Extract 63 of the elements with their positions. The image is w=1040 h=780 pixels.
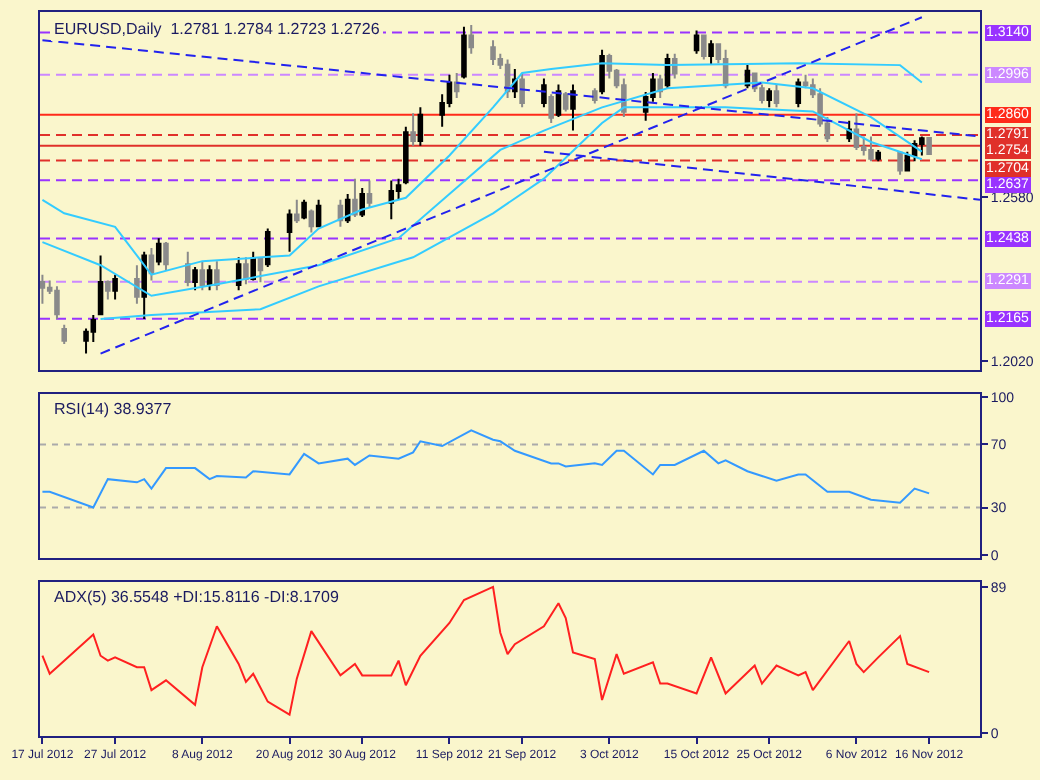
candlestick	[926, 136, 932, 156]
candlestick	[766, 87, 772, 109]
line-series	[99, 106, 923, 320]
candlestick	[802, 73, 809, 90]
candlestick	[853, 112, 860, 151]
candlestick	[453, 72, 460, 99]
candlestick	[192, 266, 198, 292]
candlestick	[868, 135, 874, 163]
candlestick	[359, 187, 365, 219]
line-series	[41, 585, 931, 716]
candlestick	[919, 135, 925, 157]
candlestick	[134, 264, 140, 305]
candlestick	[308, 208, 315, 234]
candlestick	[155, 237, 162, 267]
candlestick	[264, 227, 271, 268]
candlestick	[40, 273, 46, 305]
candlestick	[875, 148, 882, 163]
candlestick	[97, 254, 104, 317]
candlestick	[599, 48, 605, 96]
candlestick	[410, 112, 416, 147]
candlestick	[61, 323, 67, 345]
candlestick	[592, 87, 598, 105]
candlestick	[148, 246, 155, 282]
candlestick	[257, 256, 264, 284]
candlestick	[185, 250, 191, 288]
candlestick	[286, 208, 293, 253]
candlestick	[541, 77, 547, 109]
candlestick	[301, 198, 307, 221]
candlestick	[417, 106, 424, 147]
chart-title: ADX(5) 36.5548 +DI:15.8116 -DI:8.1709	[54, 588, 340, 606]
candlestick	[562, 91, 569, 113]
candlestick	[54, 285, 60, 320]
candlestick	[657, 73, 663, 99]
candlestick	[548, 93, 554, 124]
candlestick	[315, 198, 322, 228]
candlestick	[461, 25, 467, 80]
candlestick	[105, 279, 111, 301]
candlestick	[388, 179, 395, 221]
candlestick	[701, 33, 707, 61]
candlestick	[206, 264, 213, 292]
line-series	[41, 62, 923, 276]
candlestick	[199, 260, 206, 292]
text: EURUSD,Daily 1.2781 1.2784 1.2723 1.2726	[54, 20, 381, 38]
candlestick	[468, 23, 475, 55]
chart-title: RSI(14) 38.9377	[54, 400, 173, 418]
candlestick	[519, 72, 525, 109]
candlestick	[214, 260, 220, 292]
candlestick	[773, 83, 780, 109]
candlestick	[366, 179, 373, 209]
candlestick	[490, 39, 496, 67]
line-series	[41, 429, 931, 509]
candlestick	[243, 256, 249, 286]
candlestick	[570, 83, 576, 132]
candlestick	[163, 241, 169, 272]
candlestick	[897, 150, 903, 176]
candlestick	[708, 39, 714, 67]
candlestick	[141, 250, 147, 320]
line-series	[41, 81, 923, 297]
candlestick	[693, 29, 700, 55]
candlestick	[671, 52, 678, 80]
candlestick	[352, 177, 358, 219]
candlestick	[112, 273, 118, 301]
candlestick	[294, 198, 300, 224]
